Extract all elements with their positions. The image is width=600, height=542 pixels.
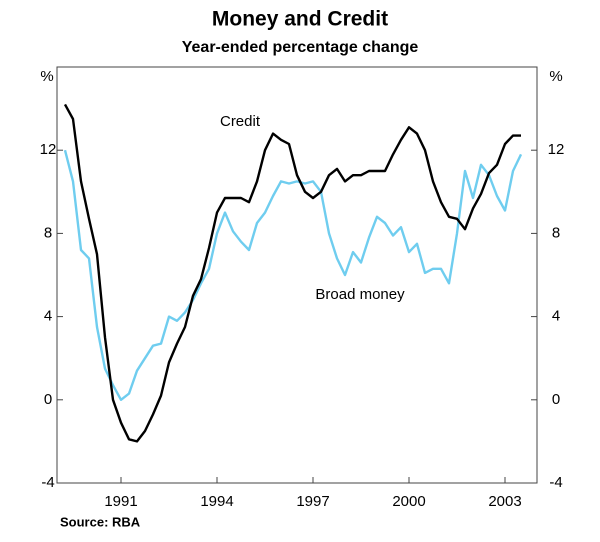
y-tick-label: 4 [44,308,52,325]
annotation: Credit [220,113,261,130]
y-tick-label: 8 [44,224,52,241]
series-line [63,103,521,443]
x-tick-label: 2000 [392,493,425,510]
annotation: Broad money [315,286,405,303]
source: Source: RBA [60,514,141,529]
y2-tick-label: 12 [548,141,565,158]
y2-tick-label: 4 [552,308,560,325]
y-tick-label: -4 [41,474,54,491]
chart-subtitle: Year-ended percentage change [182,39,419,56]
plot-frame [56,66,538,484]
x-tick-label: 1994 [200,493,233,510]
x-tick-label: 2003 [488,493,521,510]
series-line [63,149,523,401]
y-unit-label: % [549,68,562,85]
y2-tick-label: 8 [552,224,560,241]
y-unit-label: % [40,68,53,85]
x-tick-label: 1997 [296,493,329,510]
y-tick-label: 12 [40,141,57,158]
y2-tick-label: 0 [552,391,560,408]
chart-title: Money and Credit [212,8,388,31]
y2-tick-label: -4 [549,474,562,491]
x-tick-label: 1991 [104,493,137,510]
y-tick-label: 0 [44,391,52,408]
